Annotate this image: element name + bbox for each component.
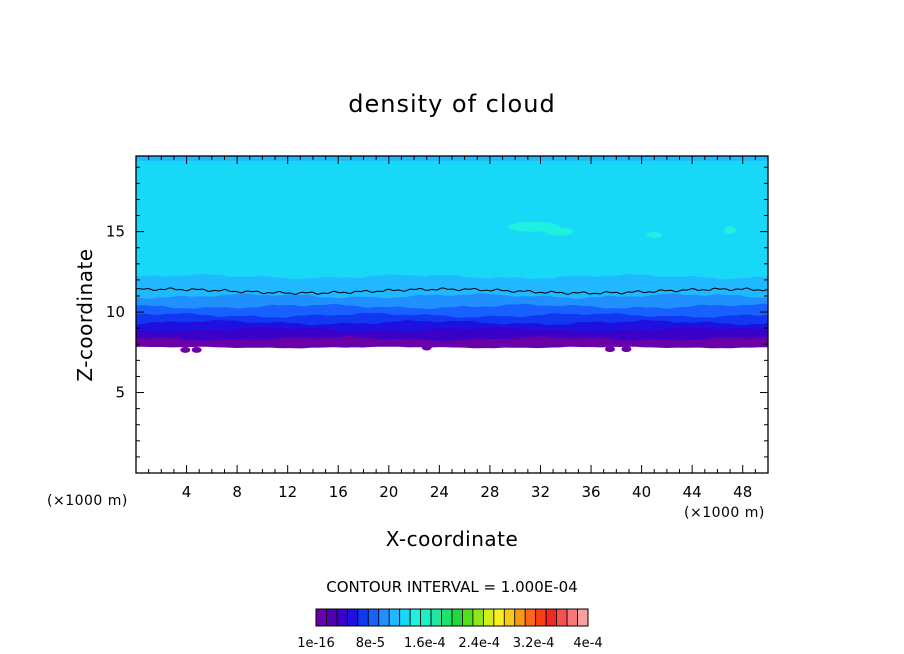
x-unit-left: (×1000 m)	[47, 493, 128, 509]
cloud-highlight	[646, 231, 663, 238]
colorbar-swatch	[535, 608, 547, 627]
colorbar-swatch	[378, 608, 390, 627]
colorbar-swatch	[493, 608, 505, 627]
x-tick-label: 36	[581, 483, 600, 501]
colorbar-label: 4e-4	[573, 636, 602, 651]
y-tick-label: 5	[115, 384, 125, 402]
colorbar-swatch	[472, 608, 484, 627]
cloud-patch	[621, 346, 632, 353]
x-tick-label: 32	[531, 483, 550, 501]
colorbar-swatch	[441, 608, 453, 627]
colorbar-label: 2.4e-4	[458, 636, 500, 651]
cloud-patch	[421, 344, 432, 351]
cloud-layer	[136, 156, 768, 280]
y-tick-label: 15	[106, 223, 125, 241]
colorbar-label: 1.6e-4	[404, 636, 446, 651]
colorbar-swatch	[462, 608, 474, 627]
colorbar-swatch	[388, 608, 401, 627]
colorbar-swatch	[577, 608, 589, 627]
x-tick-label: 16	[329, 483, 348, 501]
colorbar-swatch	[315, 608, 327, 627]
y-tick-label: 10	[106, 303, 125, 321]
x-tick-label: 4	[182, 483, 192, 501]
colorbar-swatch	[545, 608, 558, 627]
colorbar-label: 1e-16	[297, 636, 335, 651]
colorbar-swatch	[346, 608, 359, 627]
cloud-highlight	[508, 221, 561, 232]
colorbar-swatch	[430, 608, 442, 627]
colorbar: 1e-16 8e-5 1.6e-4 2.4e-4 3.2e-4 4e-4	[297, 608, 603, 651]
colorbar-frame	[315, 608, 589, 627]
x-tick-label: 44	[683, 483, 702, 501]
x-unit-right: (×1000 m)	[684, 505, 765, 521]
cloud-highlight	[545, 227, 574, 236]
x-tick-label: 24	[430, 483, 449, 501]
colorbar-swatch	[566, 608, 578, 627]
x-axis-label: X-coordinate	[386, 527, 519, 551]
colorbar-swatch	[409, 608, 422, 627]
x-tick-label: 12	[278, 483, 297, 501]
cloud-patch	[180, 346, 191, 353]
x-tick-label: 28	[480, 483, 499, 501]
colorbar-label: 3.2e-4	[513, 636, 555, 651]
colorbar-swatch	[399, 608, 411, 627]
contour-line	[135, 287, 769, 295]
colorbar-swatch	[524, 608, 537, 627]
cloud-patch	[191, 346, 202, 353]
colorbar-swatch	[451, 608, 463, 627]
colorbar-swatch	[326, 608, 338, 627]
cloud-highlight	[724, 226, 737, 235]
colorbar-swatch	[357, 608, 369, 627]
colorbar-swatch	[514, 608, 526, 627]
chart-title: density of cloud	[348, 90, 555, 118]
x-tick-label: 8	[232, 483, 242, 501]
colorbar-swatch	[482, 608, 495, 627]
colorbar-swatch	[336, 608, 348, 627]
x-tick-label: 20	[379, 483, 398, 501]
cloud-patch	[605, 346, 615, 353]
y-axis-label: Z-coordinate	[73, 248, 97, 381]
colorbar-swatch	[503, 608, 516, 627]
contour-interval-text: CONTOUR INTERVAL = 1.000E-04	[326, 578, 577, 596]
colorbar-label: 8e-5	[356, 636, 385, 651]
colorbar-swatch	[556, 608, 568, 627]
x-tick-label: 40	[632, 483, 651, 501]
colorbar-swatch	[420, 608, 432, 627]
x-tick-label: 48	[733, 483, 752, 501]
colorbar-swatch	[367, 608, 380, 627]
